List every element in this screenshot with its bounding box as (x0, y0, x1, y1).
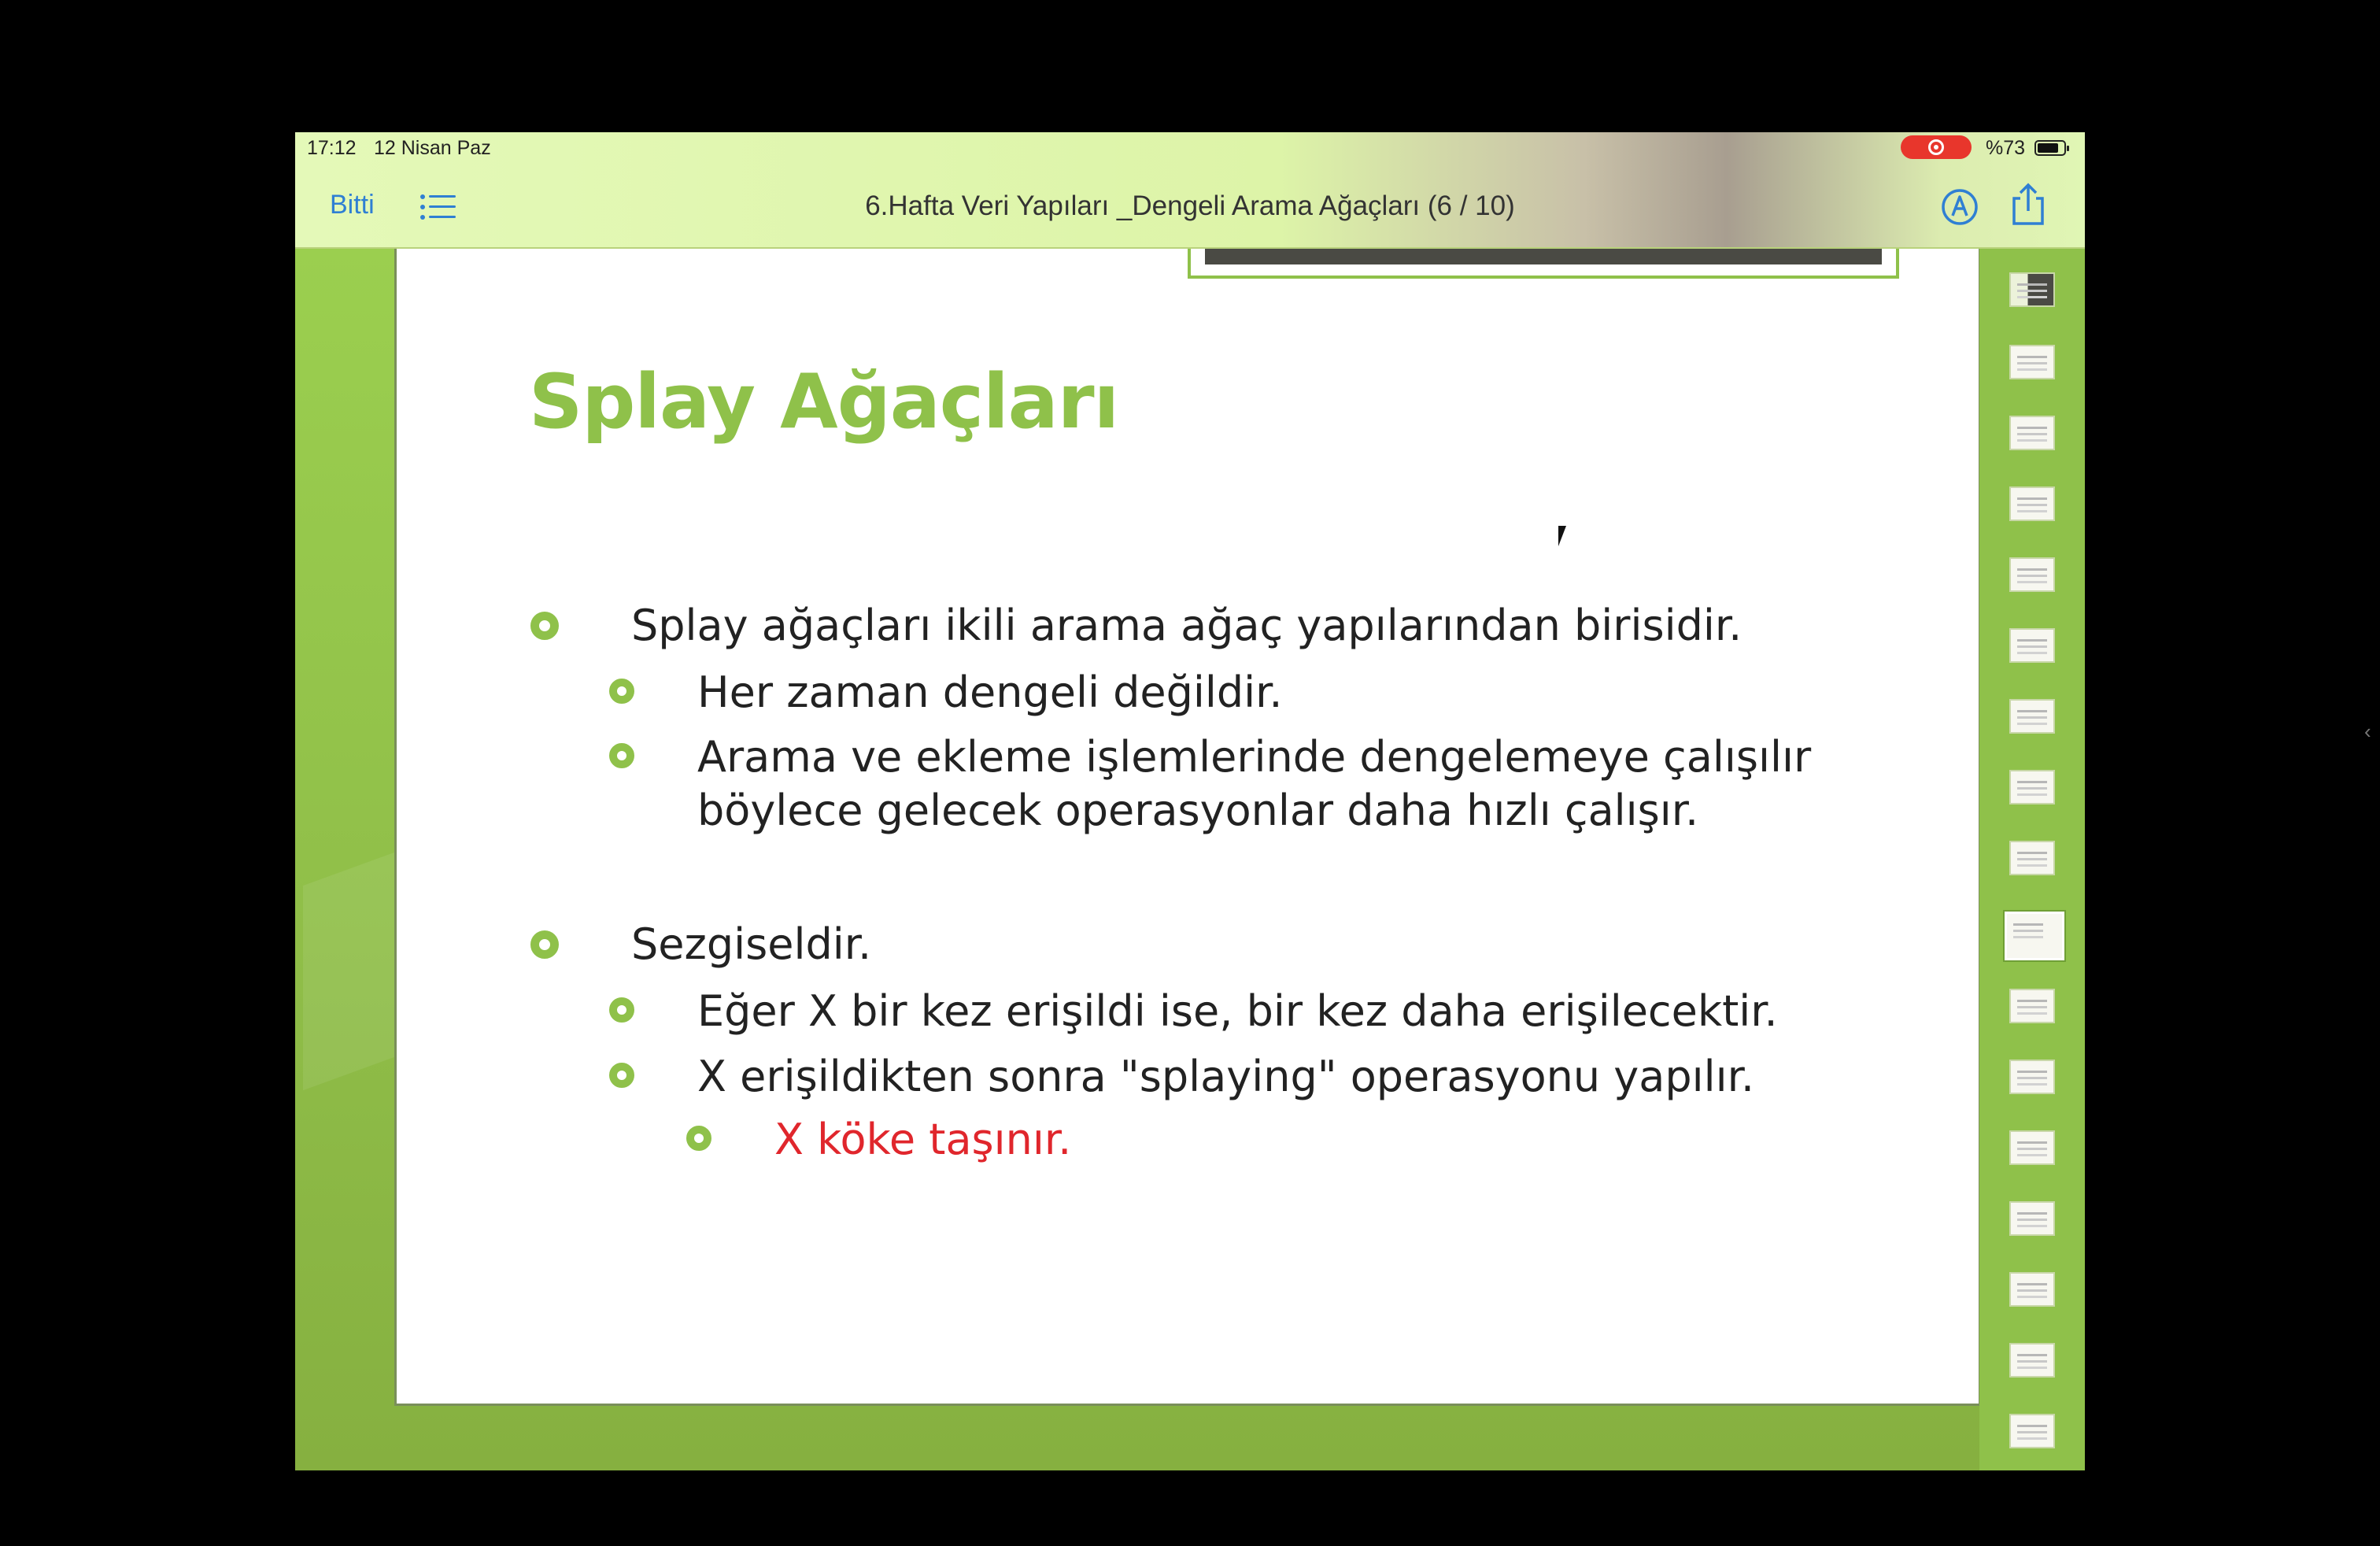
chevron-left-icon[interactable]: ‹ (2364, 719, 2371, 743)
page-thumbnail[interactable] (2009, 1343, 2055, 1378)
page-thumbnail[interactable] (2009, 841, 2055, 875)
bullet-text: Sezgiseldir. (631, 919, 872, 969)
bullet-icon (609, 997, 634, 1023)
slide-canvas: Splay Ağaçları Splay ağaçları ikili aram… (295, 249, 1981, 1470)
page-thumbnail[interactable] (2009, 486, 2055, 521)
page-thumbnail[interactable] (2009, 272, 2055, 307)
thumbnail-rail[interactable] (1979, 249, 2085, 1470)
top-toolbar: 17:12 12 Nisan Paz %73 Bitti 6.Hafta Ver… (295, 132, 2085, 249)
bullet-icon (686, 1126, 711, 1151)
battery-percentage: %73 (1986, 137, 2026, 159)
battery-icon (2034, 140, 2069, 156)
screen-recording-indicator[interactable] (1901, 135, 1972, 159)
page-thumbnail[interactable] (2009, 1130, 2055, 1165)
page-thumbnail[interactable] (2009, 1272, 2055, 1307)
page-thumbnail[interactable] (2009, 628, 2055, 663)
record-icon (1928, 139, 1944, 155)
bullet-icon (530, 612, 559, 640)
document-title: 6.Hafta Veri Yapıları _Dengeli Arama Ağa… (865, 190, 1515, 221)
bullet-text: Her zaman dengeli değildir. (697, 668, 1283, 717)
slide-page: Splay Ağaçları Splay ağaçları ikili aram… (394, 249, 1981, 1406)
bullet-text-highlight: X köke taşınır. (774, 1115, 1072, 1164)
ipad-screen: 17:12 12 Nisan Paz %73 Bitti 6.Hafta Ver… (295, 132, 2085, 1470)
bullet-icon (609, 1063, 634, 1088)
page-thumbnail[interactable] (2009, 989, 2055, 1023)
bullet-icon (530, 930, 559, 959)
done-button[interactable]: Bitti (330, 190, 375, 220)
bullet-text: Splay ağaçları ikili arama ağaç yapıları… (631, 601, 1743, 650)
page-thumbnail[interactable] (2009, 1060, 2055, 1094)
bullet-text: Arama ve ekleme işlemlerinde dengelemeye… (697, 732, 1812, 782)
page-thumbnail[interactable] (2009, 345, 2055, 379)
share-icon[interactable] (2009, 183, 2047, 227)
bullet-text: Eğer X bir kez erişildi ise, bir kez dah… (697, 986, 1778, 1036)
status-time: 17:12 (307, 137, 357, 159)
bullet-text: böylece gelecek operasyonlar daha hızlı … (697, 786, 1699, 835)
bullet-icon (609, 679, 634, 704)
page-thumbnail[interactable] (2009, 416, 2055, 450)
page-thumbnail-active[interactable] (2005, 912, 2064, 960)
page-thumbnail[interactable] (2009, 557, 2055, 592)
page-thumbnail[interactable] (2009, 770, 2055, 804)
slide-title: Splay Ağaçları (529, 359, 1119, 446)
page-thumbnail[interactable] (2009, 1201, 2055, 1236)
page-thumbnail[interactable] (2009, 699, 2055, 734)
page-thumbnail[interactable] (2009, 1414, 2055, 1448)
bullet-continuation: böylece gelecek operasyonlar daha hızlı … (697, 784, 1698, 838)
bullet-icon (609, 743, 634, 768)
list-icon[interactable] (419, 194, 457, 220)
bullet-text: X erişildikten sonra "splaying" operasyo… (697, 1052, 1755, 1101)
status-date: 12 Nisan Paz (374, 137, 491, 159)
inset-frame (1188, 249, 1899, 279)
mouse-cursor-icon (1558, 526, 1574, 546)
markup-icon[interactable] (1940, 187, 1979, 227)
